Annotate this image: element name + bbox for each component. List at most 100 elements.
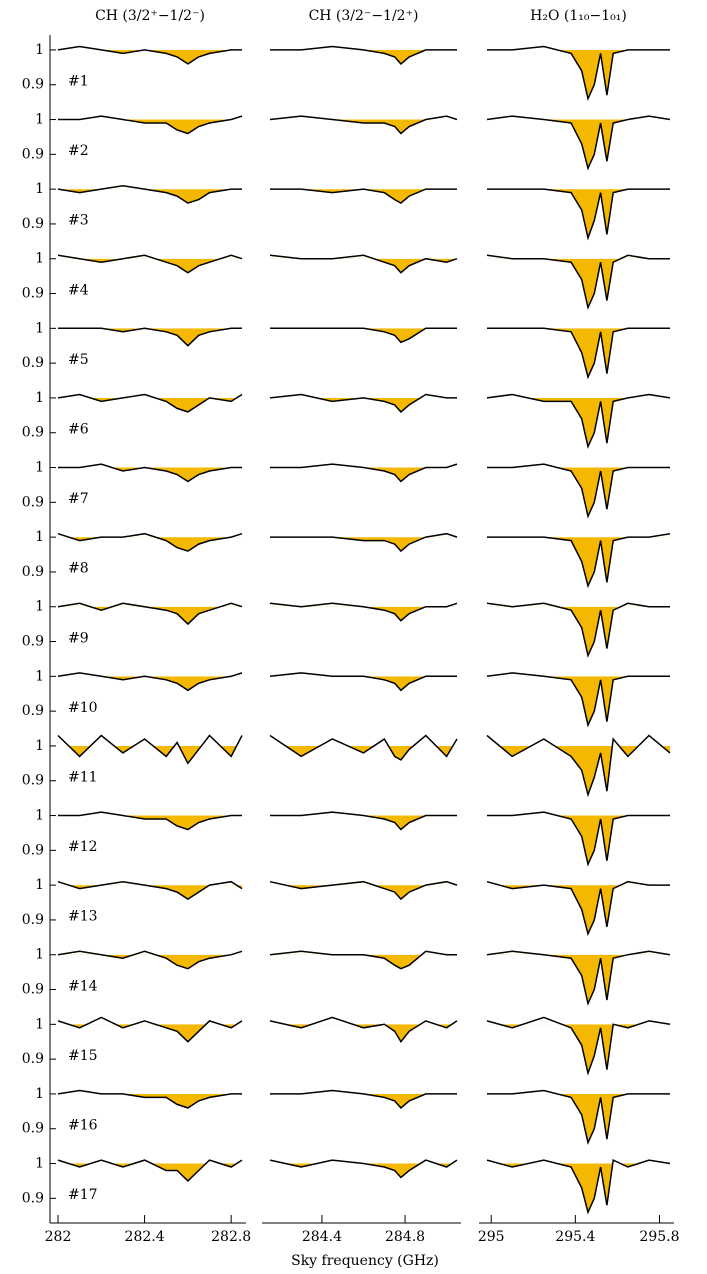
absorption-fill xyxy=(373,258,457,273)
spectrum-line xyxy=(270,45,457,65)
absorption-fill xyxy=(557,815,628,865)
panel-title: H₂O (1₁₀−1₀₁) xyxy=(530,8,627,24)
spectrum-line xyxy=(486,115,671,171)
spectrum-line xyxy=(57,602,243,626)
x-tick-label: 284.8 xyxy=(385,1229,425,1245)
spectrum-line xyxy=(486,1158,671,1215)
y-tick-label: 0.9 xyxy=(22,634,44,650)
spectrum-line xyxy=(487,45,670,102)
spectrum-label: #1 xyxy=(68,74,89,90)
spectrum-label: #13 xyxy=(68,909,98,925)
x-axis-label: Sky frequency (GHz) xyxy=(291,1253,439,1269)
absorption-fill xyxy=(58,189,231,204)
y-tick-label: 0.9 xyxy=(22,77,44,93)
absorption-fill xyxy=(79,258,221,273)
panel-title: CH (3/2⁺−1/2⁻) xyxy=(95,8,205,24)
spectrum-line xyxy=(486,602,670,658)
y-tick-label: 0.9 xyxy=(22,216,44,232)
y-tick-label: 1 xyxy=(35,42,44,58)
y-tick-label: 0.9 xyxy=(22,286,44,302)
absorption-fill xyxy=(499,1163,639,1213)
y-tick-label: 1 xyxy=(35,1016,44,1032)
spectrum-line xyxy=(57,734,243,765)
x-tick-label: 295.4 xyxy=(555,1229,595,1245)
y-tick-label: 0.9 xyxy=(22,912,44,928)
spectrum-label: #2 xyxy=(68,143,89,159)
y-tick-label: 0.9 xyxy=(22,982,44,998)
absorption-fill xyxy=(499,885,621,934)
spectrum-line xyxy=(57,672,243,692)
y-tick-label: 1 xyxy=(35,181,44,197)
spectrum-line xyxy=(269,672,457,692)
absorption-fill xyxy=(101,954,231,969)
spectrum-line xyxy=(57,880,243,900)
absorption-fill xyxy=(363,1093,426,1108)
absorption-fill xyxy=(363,328,426,343)
spectrum-label: #4 xyxy=(68,282,89,298)
spectrum-label: #11 xyxy=(68,770,98,786)
spectrum-label: #15 xyxy=(68,1048,98,1064)
absorption-fill xyxy=(90,606,221,625)
absorption-fill xyxy=(316,397,421,412)
absorption-fill xyxy=(363,49,426,64)
absorption-fill xyxy=(544,676,628,726)
spectrum-line xyxy=(486,1016,671,1076)
spectrum-label: #17 xyxy=(68,1187,98,1203)
spectrum-line xyxy=(270,188,457,205)
spectrum-line xyxy=(486,880,670,937)
y-tick-label: 1 xyxy=(35,808,44,824)
absorption-fill xyxy=(363,815,426,830)
y-tick-label: 0.9 xyxy=(22,564,44,580)
y-tick-label: 1 xyxy=(35,738,44,754)
spectrum-label: #12 xyxy=(68,839,98,855)
absorption-fill xyxy=(332,119,426,134)
spectrum-line xyxy=(487,1089,670,1146)
spectrum-line xyxy=(486,734,671,798)
spectrum-line xyxy=(57,1159,243,1182)
spectrum-line xyxy=(57,532,243,552)
x-tick-label: 282.8 xyxy=(211,1229,251,1245)
spectrum-line xyxy=(270,1089,457,1109)
absorption-fill xyxy=(332,537,426,552)
absorption-fill xyxy=(68,537,231,552)
x-tick-label: 282.4 xyxy=(125,1229,165,1245)
y-tick-label: 1 xyxy=(35,251,44,267)
absorption-fill xyxy=(123,815,231,830)
spectrum-line xyxy=(57,254,243,274)
absorption-fill xyxy=(363,467,426,482)
y-tick-label: 0.9 xyxy=(22,494,44,510)
y-tick-label: 0.9 xyxy=(22,355,44,371)
y-tick-label: 0.9 xyxy=(22,703,44,719)
absorption-fill xyxy=(68,1024,237,1042)
absorption-fill xyxy=(544,258,621,308)
spectrum-line xyxy=(269,950,457,970)
absorption-fill xyxy=(101,676,231,691)
spectrum-line xyxy=(269,1159,458,1179)
y-tick-label: 1 xyxy=(35,877,44,893)
absorption-fill xyxy=(557,606,621,656)
absorption-fill xyxy=(68,745,237,764)
absorption-fill xyxy=(557,1093,628,1143)
absorption-fill xyxy=(101,49,231,64)
y-tick-label: 1 xyxy=(35,112,44,128)
absorption-fill xyxy=(68,1163,237,1181)
absorption-fill xyxy=(363,954,422,969)
absorption-fill xyxy=(90,397,237,412)
absorption-fill xyxy=(557,49,628,99)
spectrum-label: #16 xyxy=(68,1118,98,1134)
absorption-fill xyxy=(285,885,426,900)
spectrum-line xyxy=(487,188,670,241)
spectrum-line xyxy=(57,184,242,204)
spectrum-label: #14 xyxy=(68,978,98,994)
y-tick-label: 1 xyxy=(35,668,44,684)
panel-title: CH (3/2⁻−1/2⁺) xyxy=(309,8,419,24)
spectrum-line xyxy=(487,327,670,380)
y-tick-label: 0.9 xyxy=(22,1051,44,1067)
spectrum-line xyxy=(270,327,457,344)
absorption-fill xyxy=(557,467,628,517)
spectrum-label: #10 xyxy=(68,700,98,716)
spectrum-line xyxy=(269,115,458,135)
spectrum-line xyxy=(269,602,458,622)
absorption-fill xyxy=(363,676,426,691)
